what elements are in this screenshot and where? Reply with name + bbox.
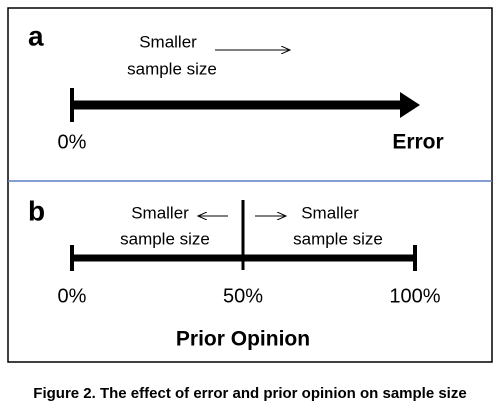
panel-letter: b	[28, 195, 45, 226]
note-line: Smaller	[131, 203, 189, 222]
caption: Figure 2. The effect of error and prior …	[33, 385, 466, 402]
tick-label: 50%	[223, 285, 263, 307]
tick-label: 0%	[58, 285, 87, 307]
panel-letter: a	[28, 20, 44, 51]
note-line: sample size	[293, 229, 383, 248]
axis-label: Error	[392, 131, 443, 154]
axis-label: Prior Opinion	[176, 328, 310, 351]
arrow-head	[400, 92, 420, 118]
note-line: Smaller	[301, 203, 359, 222]
axis-start: 0%	[58, 131, 87, 153]
note-line: sample size	[127, 59, 217, 78]
frame	[7, 7, 493, 363]
note-line: Smaller	[139, 32, 197, 51]
note-line: sample size	[120, 229, 210, 248]
tick-label: 100%	[389, 285, 440, 307]
